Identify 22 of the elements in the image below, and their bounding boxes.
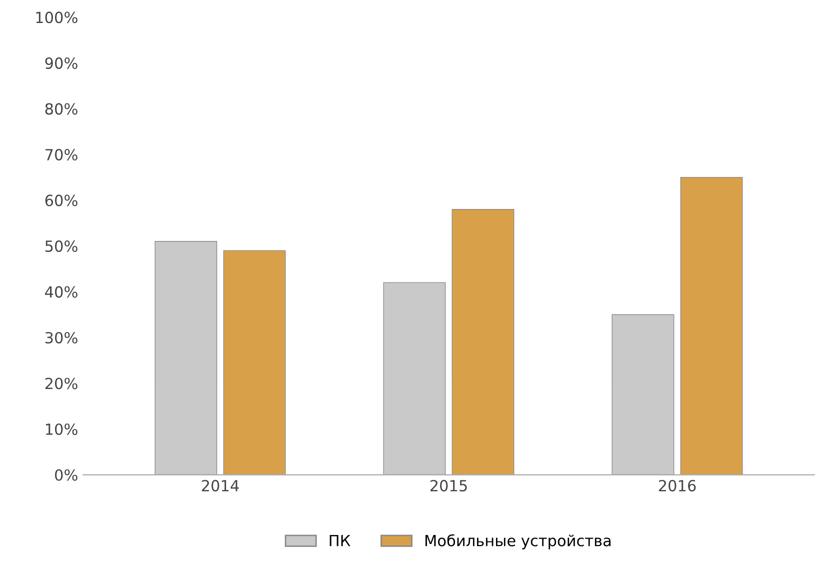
y-tick-label: 80% — [45, 103, 78, 115]
y-tick-label: 60% — [45, 194, 78, 206]
y-tick-label: 50% — [45, 240, 78, 252]
x-tick-label: 2016 — [658, 480, 696, 492]
y-tick-label: 40% — [45, 286, 78, 298]
x-tick-label: 2015 — [430, 480, 467, 492]
bar — [612, 314, 674, 475]
bar — [452, 209, 514, 475]
y-tick-label: 0% — [55, 469, 78, 481]
y-tick-label: 90% — [45, 57, 78, 69]
legend-label: Мобильные устройства — [425, 534, 611, 550]
y-tick-label: 20% — [45, 378, 78, 390]
y-tick-label: 30% — [45, 332, 78, 344]
bar — [223, 250, 286, 475]
bar — [680, 176, 743, 475]
legend-label: ПК — [330, 535, 350, 546]
bar — [154, 241, 218, 475]
y-tick-label: 100% — [36, 12, 78, 24]
x-tick-label: 2014 — [202, 480, 239, 492]
y-tick-label: 10% — [46, 423, 78, 436]
y-tick-label: 70% — [46, 148, 78, 160]
bar — [383, 282, 446, 475]
